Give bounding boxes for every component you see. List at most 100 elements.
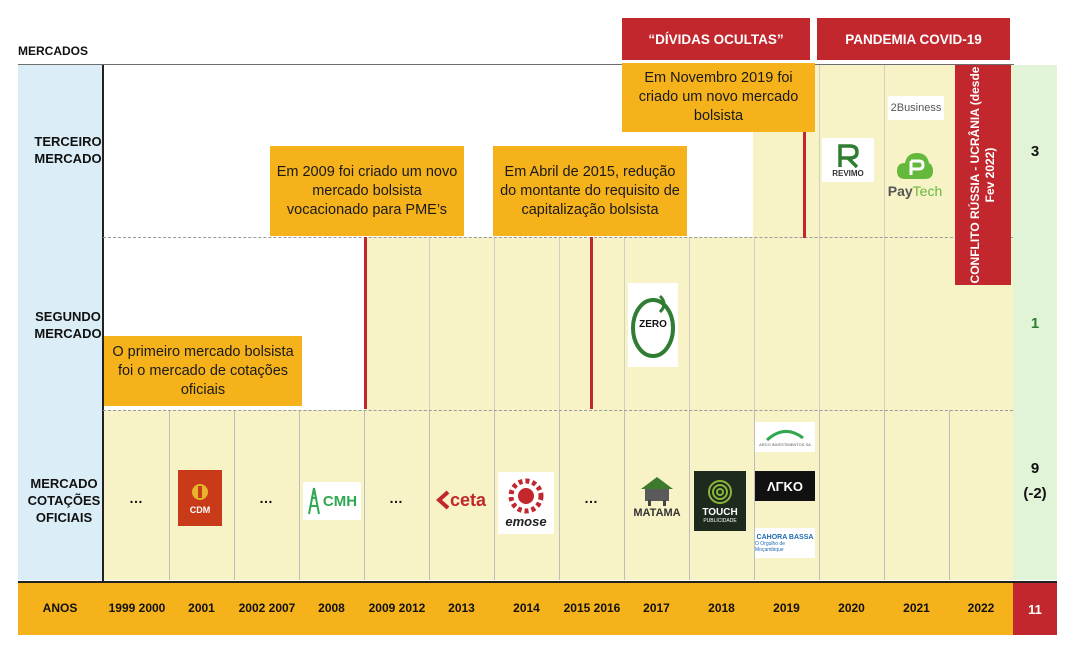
left-axis-line	[102, 65, 104, 635]
emose-logo-text: emose	[505, 513, 547, 529]
hcb-logo-text: CAHORA BASSA	[756, 533, 814, 541]
year-2020: 2020	[838, 601, 865, 615]
arko-logo: ΛΓKO	[755, 471, 815, 501]
ellipsis-2009: …	[389, 490, 403, 506]
col-sep	[299, 410, 300, 580]
arco-investimentos-logo: ARCO INVESTIMENTOS SA	[755, 422, 815, 452]
col-sep	[364, 410, 365, 580]
matama-logo: MATAMA	[626, 465, 688, 527]
year-2021: 2021	[903, 601, 930, 615]
col-sep	[819, 65, 820, 237]
conflict-banner: CONFLITO RÚSSIA - UCRÂNIA (desde Fev 202…	[955, 65, 1011, 285]
paytech-tech-text: Tech	[912, 183, 943, 199]
col-sep	[169, 410, 170, 580]
row-divider	[103, 237, 1013, 238]
year-2019: 2019	[773, 601, 800, 615]
touch-logo: TOUCH PUBLICIDADE	[694, 471, 746, 531]
row-label-column	[18, 65, 102, 580]
ellipsis-2015: …	[584, 490, 598, 506]
cmh-tower-icon	[307, 487, 320, 515]
hcb-logo-sub: O Orgulho de Moçambique	[755, 540, 786, 553]
marker-2009	[364, 237, 367, 409]
col-sep	[429, 410, 430, 580]
cmh-logo-text: CMH	[322, 492, 358, 510]
twobusiness-logo-text: 2Business	[890, 102, 942, 114]
year-2014: 2014	[513, 601, 540, 615]
col-sep	[559, 237, 560, 410]
years-total: 11	[1013, 581, 1057, 635]
col-sep	[884, 410, 885, 580]
col-sep	[494, 410, 495, 580]
note-2019-novo-mercado: Em Novembro 2019 foi criado um novo merc…	[622, 63, 815, 132]
year-2022: 2022	[967, 601, 995, 615]
revimo-r-icon	[838, 143, 859, 168]
col-sep	[234, 410, 235, 580]
ellipsis-2002: …	[259, 490, 273, 506]
emose-logo: emose	[498, 472, 554, 534]
cmh-logo: CMH	[303, 482, 361, 520]
arko-logo-text: ΛΓKO	[767, 478, 803, 494]
period-dividas-ocultas: “DÍVIDAS OCULTAS”	[622, 18, 810, 60]
zero-logo: ZERO	[628, 283, 678, 367]
col-sep	[559, 410, 560, 580]
count-column	[1013, 65, 1057, 580]
paytech-cloud-icon	[897, 153, 933, 179]
marker-2019	[803, 132, 806, 238]
revimo-logo: REVIMO	[822, 138, 874, 182]
count-segundo: 1	[1030, 315, 1040, 332]
col-sep	[494, 237, 495, 410]
year-2009-2012: 2009 2012	[368, 601, 426, 615]
year-2008: 2008	[318, 601, 345, 615]
ceta-mark-icon	[435, 490, 450, 510]
year-2017: 2017	[643, 601, 670, 615]
touch-logo-sub: PUBLICIDADE	[703, 517, 737, 524]
row-label-segundo: SEGUNDO MERCADO	[34, 309, 102, 341]
touch-fingerprint-icon	[708, 479, 732, 504]
cdm-emblem-icon	[192, 483, 208, 500]
col-sep	[429, 237, 430, 410]
col-sep	[819, 410, 820, 580]
top-separator	[18, 64, 1014, 65]
year-2015-2016: 2015 2016	[563, 601, 621, 615]
years-label: ANOS	[42, 601, 78, 615]
count-oficiais-delta: (-2)	[1023, 485, 1047, 502]
year-2018: 2018	[708, 601, 735, 615]
note-2009-pme: Em 2009 foi criado um novo mercado bolsi…	[270, 146, 464, 236]
note-2015-capitalizacao: Em Abril de 2015, redução do montante do…	[493, 146, 687, 236]
cdm-logo: CDM	[178, 470, 222, 526]
emose-gear-icon	[508, 478, 544, 513]
years-bar	[18, 581, 1013, 635]
twobusiness-logo: 2Business	[888, 96, 944, 120]
col-sep	[624, 410, 625, 580]
matama-cattle-icon	[641, 477, 673, 506]
paytech-wordmark: Pay Tech	[888, 183, 943, 199]
paytech-logo: Pay Tech	[887, 144, 943, 206]
zero-leaf-icon	[631, 294, 675, 358]
ellipsis-1999: …	[129, 490, 143, 506]
col-sep	[819, 237, 820, 410]
revimo-logo-text: REVIMO	[832, 168, 864, 178]
touch-logo-text: TOUCH	[702, 506, 738, 518]
mercados-header: MERCADOS	[18, 44, 89, 58]
note-primeiro-mercado: O primeiro mercado bolsista foi o mercad…	[104, 336, 302, 406]
count-oficiais: 9	[1030, 460, 1040, 477]
col-sep	[949, 410, 950, 580]
col-sep	[754, 410, 755, 580]
ceta-logo: ceta	[430, 485, 492, 515]
year-2001: 2001	[188, 601, 215, 615]
year-2002-2007: 2002 2007	[238, 601, 296, 615]
year-1999-2000: 1999 2000	[108, 601, 166, 615]
conflict-text: CONFLITO RÚSSIA - UCRÂNIA (desde Fev 202…	[968, 66, 997, 284]
zero-logo-text: ZERO	[639, 319, 667, 330]
row-divider	[103, 410, 1013, 411]
row-label-terceiro: TERCEIRO MERCADO	[34, 134, 102, 166]
cdm-logo-text: CDM	[189, 504, 211, 515]
hcb-logo: CAHORA BASSA O Orgulho de Moçambique	[755, 528, 815, 558]
row-label-oficiais: MERCADO COTAÇÕES OFICIAIS	[27, 475, 101, 525]
arco-logo-text: ARCO INVESTIMENTOS SA	[759, 441, 811, 447]
col-sep	[754, 237, 755, 410]
col-sep	[624, 237, 625, 410]
col-sep	[689, 237, 690, 410]
col-sep	[689, 410, 690, 580]
period-pandemia-covid: PANDEMIA COVID-19	[817, 18, 1010, 60]
